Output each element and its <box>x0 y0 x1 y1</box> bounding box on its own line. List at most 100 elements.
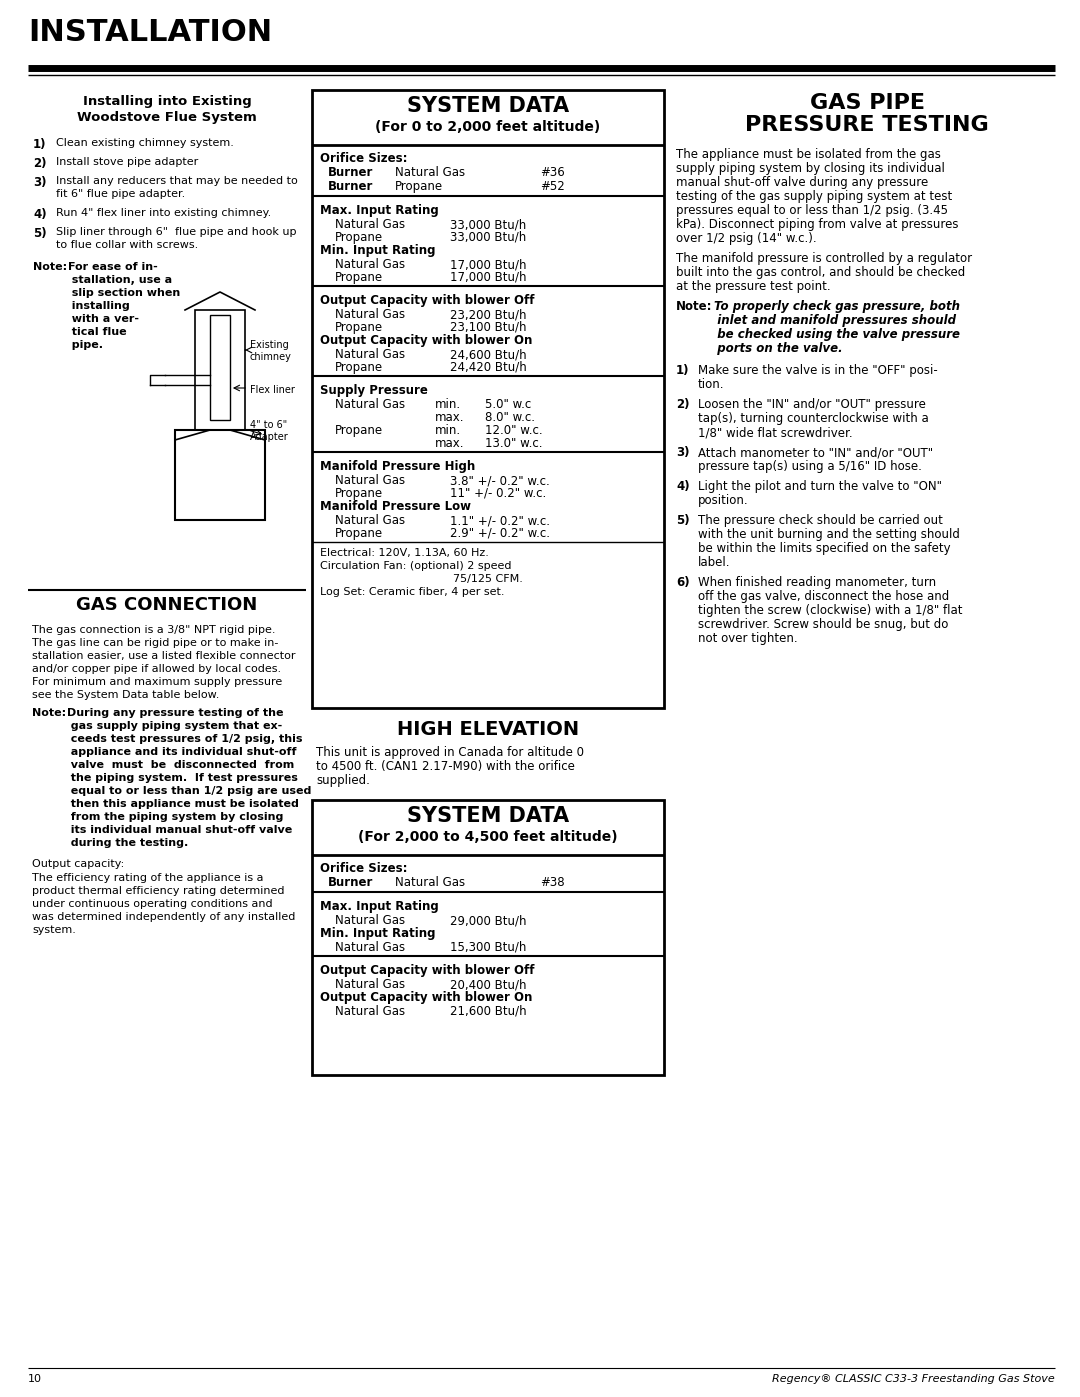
Text: Natural Gas: Natural Gas <box>335 258 405 271</box>
Text: The appliance must be isolated from the gas: The appliance must be isolated from the … <box>676 148 941 161</box>
Text: Output Capacity with blower Off: Output Capacity with blower Off <box>320 964 535 977</box>
Text: to 4500 ft. (CAN1 2.17-M90) with the orifice: to 4500 ft. (CAN1 2.17-M90) with the ori… <box>316 760 575 773</box>
Text: The efficiency rating of the appliance is a: The efficiency rating of the appliance i… <box>32 873 264 883</box>
Text: 3): 3) <box>33 176 46 189</box>
Text: 15,300 Btu/h: 15,300 Btu/h <box>450 942 526 954</box>
Text: Natural Gas: Natural Gas <box>335 978 405 990</box>
Text: Propane: Propane <box>335 488 383 500</box>
Text: 20,400 Btu/h: 20,400 Btu/h <box>450 978 527 990</box>
Text: Light the pilot and turn the valve to "ON": Light the pilot and turn the valve to "O… <box>698 481 942 493</box>
Text: inlet and manifold pressures should: inlet and manifold pressures should <box>676 314 956 327</box>
Text: Propane: Propane <box>335 527 383 541</box>
Text: #36: #36 <box>540 166 565 179</box>
Text: HIGH ELEVATION: HIGH ELEVATION <box>397 719 579 739</box>
Text: from the piping system by closing: from the piping system by closing <box>32 812 283 821</box>
Text: Output Capacity with blower Off: Output Capacity with blower Off <box>320 293 535 307</box>
Text: 33,000 Btu/h: 33,000 Btu/h <box>450 218 526 231</box>
Text: GAS PIPE: GAS PIPE <box>810 94 924 113</box>
Text: Natural Gas: Natural Gas <box>335 942 405 954</box>
Text: (For 0 to 2,000 feet altitude): (For 0 to 2,000 feet altitude) <box>376 120 600 134</box>
Text: Manifold Pressure High: Manifold Pressure High <box>320 460 475 474</box>
Text: Note:: Note: <box>32 708 66 718</box>
Text: The manifold pressure is controlled by a regulator: The manifold pressure is controlled by a… <box>676 251 972 265</box>
Text: Propane: Propane <box>335 231 383 244</box>
Text: 2): 2) <box>33 156 46 170</box>
Text: Natural Gas: Natural Gas <box>335 348 405 360</box>
Text: Burner: Burner <box>328 180 374 193</box>
Text: appliance and its individual shut-off: appliance and its individual shut-off <box>32 747 297 757</box>
Text: #38: #38 <box>540 876 565 888</box>
Bar <box>210 314 230 420</box>
Text: and/or copper pipe if allowed by local codes.: and/or copper pipe if allowed by local c… <box>32 664 281 673</box>
Text: Clean existing chimney system.: Clean existing chimney system. <box>56 138 234 148</box>
Text: its individual manual shut-off valve: its individual manual shut-off valve <box>32 826 293 835</box>
Text: 12.0" w.c.: 12.0" w.c. <box>485 425 542 437</box>
Text: not over tighten.: not over tighten. <box>698 631 798 645</box>
Text: Install any reducers that may be needed to: Install any reducers that may be needed … <box>56 176 298 186</box>
Text: Installing into Existing
Woodstove Flue System: Installing into Existing Woodstove Flue … <box>77 95 257 124</box>
Text: This unit is approved in Canada for altitude 0: This unit is approved in Canada for alti… <box>316 746 584 759</box>
Text: tion.: tion. <box>698 379 725 391</box>
Text: 24,600 Btu/h: 24,600 Btu/h <box>450 348 527 360</box>
Text: 3): 3) <box>676 446 689 460</box>
Text: Output capacity:: Output capacity: <box>32 859 124 869</box>
Text: then this appliance must be isolated: then this appliance must be isolated <box>32 799 299 809</box>
Text: Orifice Sizes:: Orifice Sizes: <box>320 152 407 165</box>
Text: Natural Gas: Natural Gas <box>335 514 405 527</box>
Text: To properly check gas pressure, both: To properly check gas pressure, both <box>714 300 960 313</box>
Text: During any pressure testing of the: During any pressure testing of the <box>67 708 283 718</box>
Text: INSTALLATION: INSTALLATION <box>28 18 272 47</box>
Text: #52: #52 <box>540 180 565 193</box>
Bar <box>312 89 664 708</box>
Text: Burner: Burner <box>328 166 374 179</box>
Text: to flue collar with screws.: to flue collar with screws. <box>56 240 199 250</box>
Text: Natural Gas: Natural Gas <box>335 398 405 411</box>
Text: Propane: Propane <box>335 360 383 374</box>
Text: Natural Gas: Natural Gas <box>335 307 405 321</box>
Text: tighten the screw (clockwise) with a 1/8" flat: tighten the screw (clockwise) with a 1/8… <box>698 604 962 617</box>
Text: Existing
chimney: Existing chimney <box>249 339 292 362</box>
Text: 24,420 Btu/h: 24,420 Btu/h <box>450 360 527 374</box>
Text: during the testing.: during the testing. <box>32 838 188 848</box>
Text: Attach manometer to "IN" and/or "OUT": Attach manometer to "IN" and/or "OUT" <box>698 446 933 460</box>
Text: off the gas valve, disconnect the hose and: off the gas valve, disconnect the hose a… <box>698 590 949 604</box>
Text: over 1/2 psig (14" w.c.).: over 1/2 psig (14" w.c.). <box>676 232 816 244</box>
Text: 4" to 6"
Adapter: 4" to 6" Adapter <box>249 420 288 443</box>
Text: 5): 5) <box>676 514 690 527</box>
Text: Manifold Pressure Low: Manifold Pressure Low <box>320 500 471 513</box>
Text: (For 2,000 to 4,500 feet altitude): (For 2,000 to 4,500 feet altitude) <box>359 830 618 844</box>
Text: 23,200 Btu/h: 23,200 Btu/h <box>450 307 527 321</box>
Text: 2.9" +/- 0.2" w.c.: 2.9" +/- 0.2" w.c. <box>450 527 550 541</box>
Text: For minimum and maximum supply pressure: For minimum and maximum supply pressure <box>32 678 282 687</box>
Text: max.: max. <box>435 437 464 450</box>
Text: Note:: Note: <box>33 263 67 272</box>
Text: slip section when: slip section when <box>33 288 180 298</box>
Text: Propane: Propane <box>335 321 383 334</box>
Text: Natural Gas: Natural Gas <box>335 1004 405 1018</box>
Text: Slip liner through 6"  flue pipe and hook up: Slip liner through 6" flue pipe and hook… <box>56 226 297 237</box>
Text: SYSTEM DATA: SYSTEM DATA <box>407 96 569 116</box>
Text: 2): 2) <box>676 398 689 411</box>
Text: label.: label. <box>698 556 730 569</box>
Text: position.: position. <box>698 495 748 507</box>
Text: 5): 5) <box>33 226 46 240</box>
Text: be within the limits specified on the safety: be within the limits specified on the sa… <box>698 542 950 555</box>
Text: 8.0" w.c.: 8.0" w.c. <box>485 411 535 425</box>
Text: Supply Pressure: Supply Pressure <box>320 384 428 397</box>
Text: Natural Gas: Natural Gas <box>395 166 465 179</box>
Text: 29,000 Btu/h: 29,000 Btu/h <box>450 914 527 928</box>
Bar <box>312 800 664 1076</box>
Text: was determined independently of any installed: was determined independently of any inst… <box>32 912 295 922</box>
Text: 1): 1) <box>676 365 689 377</box>
Text: The gas line can be rigid pipe or to make in-: The gas line can be rigid pipe or to mak… <box>32 638 279 648</box>
Bar <box>175 430 265 520</box>
Text: 1/8" wide flat screwdriver.: 1/8" wide flat screwdriver. <box>698 426 852 439</box>
Text: screwdriver. Screw should be snug, but do: screwdriver. Screw should be snug, but d… <box>698 617 948 631</box>
Text: valve  must  be  disconnected  from: valve must be disconnected from <box>32 760 294 770</box>
Text: ceeds test pressures of 1/2 psig, this: ceeds test pressures of 1/2 psig, this <box>32 733 302 745</box>
Text: equal to or less than 1/2 psig are used: equal to or less than 1/2 psig are used <box>32 787 311 796</box>
Text: Note:: Note: <box>676 300 713 313</box>
Text: Propane: Propane <box>335 271 383 284</box>
Text: pressures equal to or less than 1/2 psig. (3.45: pressures equal to or less than 1/2 psig… <box>676 204 948 217</box>
Text: Min. Input Rating: Min. Input Rating <box>320 928 435 940</box>
